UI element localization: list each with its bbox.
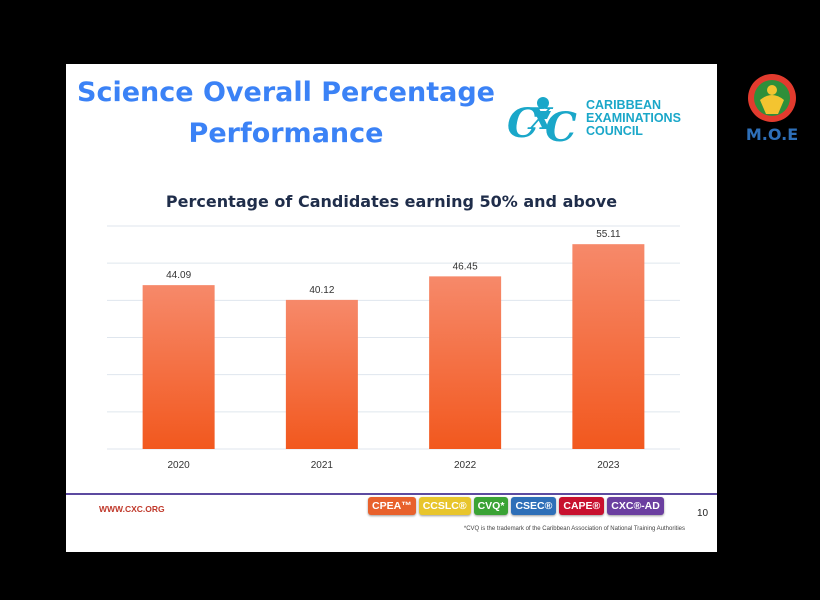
moe-logo: M.O.E xyxy=(746,74,798,144)
bar-2023 xyxy=(572,244,645,449)
cxc-logo-line3: COUNCIL xyxy=(586,124,643,138)
chart-title: Percentage of Candidates earning 50% and… xyxy=(165,192,618,211)
programme-badge: CSEC® xyxy=(511,497,557,515)
slide-title-line1: Science Overall Percentage xyxy=(77,77,495,108)
category-label: 2021 xyxy=(311,460,334,471)
value-label: 44.09 xyxy=(166,270,191,281)
cxc-logo-text: CARIBBEAN EXAMINATIONS COUNCIL xyxy=(586,99,681,138)
value-label: 40.12 xyxy=(309,285,334,296)
programme-badge: CVQ* xyxy=(473,497,509,515)
cxc-logo-line1: CARIBBEAN xyxy=(586,98,661,112)
programme-badge: CXC®-AD xyxy=(607,497,664,515)
value-label: 46.45 xyxy=(453,261,478,272)
programme-badge: CCSLC® xyxy=(418,497,471,515)
slide-title-line2: Performance xyxy=(188,118,384,149)
cxc-logo: C X C CARIBBEAN EXAMINATIONS COUNCIL xyxy=(505,89,705,151)
footer-divider xyxy=(66,493,717,495)
cxc-logo-line2: EXAMINATIONS xyxy=(586,111,681,125)
category-label: 2023 xyxy=(597,460,620,471)
category-label: 2022 xyxy=(454,460,477,471)
footnote: *CVQ is the trademark of the Caribbean A… xyxy=(463,526,685,532)
moe-logo-text: M.O.E xyxy=(746,125,798,144)
cxc-emblem-icon: C X C xyxy=(507,97,577,151)
page-number: 10 xyxy=(697,508,709,519)
bar-chart: 44.09 2020 40.12 2021 46.45 2022 55.11 2023 xyxy=(107,225,680,471)
programme-badge: CPEA™ xyxy=(368,497,416,515)
value-label: 55.11 xyxy=(596,229,621,240)
bar-2021 xyxy=(285,299,358,449)
programme-badges: CPEA™ CCSLC® CVQ* CSEC® CAPE® CXC®-AD xyxy=(368,497,664,515)
svg-text:C: C xyxy=(507,100,539,147)
bar-2020 xyxy=(142,285,215,449)
programme-badge: CAPE® xyxy=(559,497,605,515)
footer-url[interactable]: WWW.CXC.ORG xyxy=(99,504,165,514)
presentation-slide: Science Overall Percentage Performance C… xyxy=(66,64,717,552)
bar-2022 xyxy=(429,276,502,449)
category-label: 2020 xyxy=(168,460,191,471)
slide-title: Science Overall Percentage Performance xyxy=(66,72,506,154)
